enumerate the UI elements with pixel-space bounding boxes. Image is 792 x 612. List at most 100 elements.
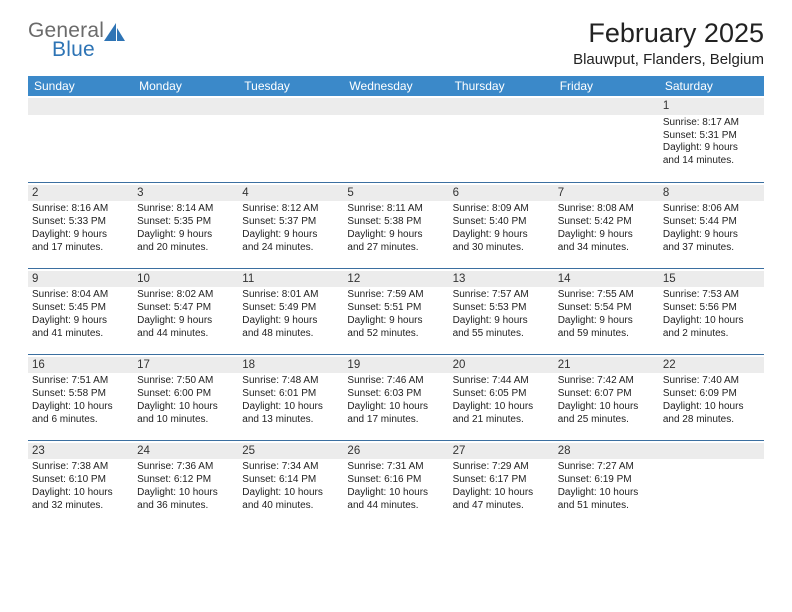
day1-text: Daylight: 9 hours	[453, 229, 550, 242]
day-cell: 16Sunrise: 7:51 AMSunset: 5:58 PMDayligh…	[28, 354, 133, 440]
day-number: 11	[238, 271, 343, 288]
day2-text: and 41 minutes.	[32, 328, 129, 341]
day-cell: 2Sunrise: 8:16 AMSunset: 5:33 PMDaylight…	[28, 182, 133, 268]
sunset-text: Sunset: 6:14 PM	[242, 474, 339, 487]
sunrise-text: Sunrise: 8:04 AM	[32, 289, 129, 302]
sunrise-text: Sunrise: 7:40 AM	[663, 375, 760, 388]
day2-text: and 6 minutes.	[32, 414, 129, 427]
day-number-blank	[238, 98, 343, 115]
day-cell: 15Sunrise: 7:53 AMSunset: 5:56 PMDayligh…	[659, 268, 764, 354]
day-number: 17	[133, 357, 238, 374]
dayhead-friday: Friday	[554, 76, 659, 96]
location-subtitle: Blauwput, Flanders, Belgium	[573, 51, 764, 68]
day2-text: and 52 minutes.	[347, 328, 444, 341]
day-number: 28	[554, 443, 659, 460]
sunrise-text: Sunrise: 7:36 AM	[137, 461, 234, 474]
sunrise-text: Sunrise: 8:01 AM	[242, 289, 339, 302]
day-cell: 25Sunrise: 7:34 AMSunset: 6:14 PMDayligh…	[238, 440, 343, 526]
header: General Blue February 2025 Blauwput, Fla…	[28, 18, 764, 68]
day2-text: and 17 minutes.	[347, 414, 444, 427]
day-cell: 27Sunrise: 7:29 AMSunset: 6:17 PMDayligh…	[449, 440, 554, 526]
day-cell: 17Sunrise: 7:50 AMSunset: 6:00 PMDayligh…	[133, 354, 238, 440]
sunset-text: Sunset: 5:37 PM	[242, 216, 339, 229]
day-number: 9	[28, 271, 133, 288]
week-row: 9Sunrise: 8:04 AMSunset: 5:45 PMDaylight…	[28, 268, 764, 354]
sunset-text: Sunset: 5:49 PM	[242, 302, 339, 315]
dayhead-monday: Monday	[133, 76, 238, 96]
sunset-text: Sunset: 6:17 PM	[453, 474, 550, 487]
sunrise-text: Sunrise: 7:29 AM	[453, 461, 550, 474]
day1-text: Daylight: 9 hours	[137, 315, 234, 328]
sunset-text: Sunset: 6:19 PM	[558, 474, 655, 487]
day-number-blank	[659, 443, 764, 460]
day-cell	[659, 440, 764, 526]
sunrise-text: Sunrise: 7:51 AM	[32, 375, 129, 388]
sunset-text: Sunset: 5:47 PM	[137, 302, 234, 315]
day-number-blank	[449, 98, 554, 115]
day-number: 23	[28, 443, 133, 460]
day-number: 15	[659, 271, 764, 288]
day-number: 24	[133, 443, 238, 460]
day1-text: Daylight: 10 hours	[453, 487, 550, 500]
day1-text: Daylight: 10 hours	[663, 401, 760, 414]
dayhead-wednesday: Wednesday	[343, 76, 448, 96]
day1-text: Daylight: 10 hours	[347, 487, 444, 500]
dayhead-thursday: Thursday	[449, 76, 554, 96]
sunset-text: Sunset: 5:58 PM	[32, 388, 129, 401]
day1-text: Daylight: 10 hours	[137, 401, 234, 414]
day2-text: and 40 minutes.	[242, 500, 339, 513]
day-cell	[449, 96, 554, 182]
day1-text: Daylight: 10 hours	[137, 487, 234, 500]
day-cell: 26Sunrise: 7:31 AMSunset: 6:16 PMDayligh…	[343, 440, 448, 526]
day1-text: Daylight: 9 hours	[558, 229, 655, 242]
day-cell: 6Sunrise: 8:09 AMSunset: 5:40 PMDaylight…	[449, 182, 554, 268]
sunrise-text: Sunrise: 7:50 AM	[137, 375, 234, 388]
day1-text: Daylight: 10 hours	[242, 401, 339, 414]
day2-text: and 21 minutes.	[453, 414, 550, 427]
sunset-text: Sunset: 5:56 PM	[663, 302, 760, 315]
sunrise-text: Sunrise: 7:34 AM	[242, 461, 339, 474]
day1-text: Daylight: 9 hours	[663, 229, 760, 242]
week-row: 2Sunrise: 8:16 AMSunset: 5:33 PMDaylight…	[28, 182, 764, 268]
sunset-text: Sunset: 5:35 PM	[137, 216, 234, 229]
day1-text: Daylight: 9 hours	[137, 229, 234, 242]
day-cell: 22Sunrise: 7:40 AMSunset: 6:09 PMDayligh…	[659, 354, 764, 440]
day2-text: and 37 minutes.	[663, 242, 760, 255]
day1-text: Daylight: 9 hours	[453, 315, 550, 328]
day-cell: 21Sunrise: 7:42 AMSunset: 6:07 PMDayligh…	[554, 354, 659, 440]
day-cell: 5Sunrise: 8:11 AMSunset: 5:38 PMDaylight…	[343, 182, 448, 268]
sunset-text: Sunset: 6:16 PM	[347, 474, 444, 487]
sunrise-text: Sunrise: 7:46 AM	[347, 375, 444, 388]
sunrise-text: Sunrise: 7:53 AM	[663, 289, 760, 302]
day2-text: and 30 minutes.	[453, 242, 550, 255]
dayhead-saturday: Saturday	[659, 76, 764, 96]
day1-text: Daylight: 9 hours	[347, 315, 444, 328]
sunrise-text: Sunrise: 7:48 AM	[242, 375, 339, 388]
day1-text: Daylight: 9 hours	[242, 229, 339, 242]
day1-text: Daylight: 9 hours	[558, 315, 655, 328]
day-cell: 20Sunrise: 7:44 AMSunset: 6:05 PMDayligh…	[449, 354, 554, 440]
day-cell: 24Sunrise: 7:36 AMSunset: 6:12 PMDayligh…	[133, 440, 238, 526]
day-number: 8	[659, 185, 764, 202]
day-cell: 19Sunrise: 7:46 AMSunset: 6:03 PMDayligh…	[343, 354, 448, 440]
day1-text: Daylight: 10 hours	[558, 487, 655, 500]
sunset-text: Sunset: 5:54 PM	[558, 302, 655, 315]
day1-text: Daylight: 10 hours	[242, 487, 339, 500]
day-cell: 8Sunrise: 8:06 AMSunset: 5:44 PMDaylight…	[659, 182, 764, 268]
day2-text: and 59 minutes.	[558, 328, 655, 341]
calendar-table: Sunday Monday Tuesday Wednesday Thursday…	[28, 76, 764, 526]
day1-text: Daylight: 9 hours	[663, 142, 760, 155]
sunset-text: Sunset: 5:38 PM	[347, 216, 444, 229]
sunrise-text: Sunrise: 7:38 AM	[32, 461, 129, 474]
day-cell: 11Sunrise: 8:01 AMSunset: 5:49 PMDayligh…	[238, 268, 343, 354]
week-row: 1Sunrise: 8:17 AMSunset: 5:31 PMDaylight…	[28, 96, 764, 182]
day-header-row: Sunday Monday Tuesday Wednesday Thursday…	[28, 76, 764, 96]
day-number: 3	[133, 185, 238, 202]
logo: General Blue	[28, 18, 126, 60]
day-number: 19	[343, 357, 448, 374]
day-number-blank	[133, 98, 238, 115]
day-number: 5	[343, 185, 448, 202]
sunset-text: Sunset: 5:44 PM	[663, 216, 760, 229]
day-number: 14	[554, 271, 659, 288]
day-number: 4	[238, 185, 343, 202]
